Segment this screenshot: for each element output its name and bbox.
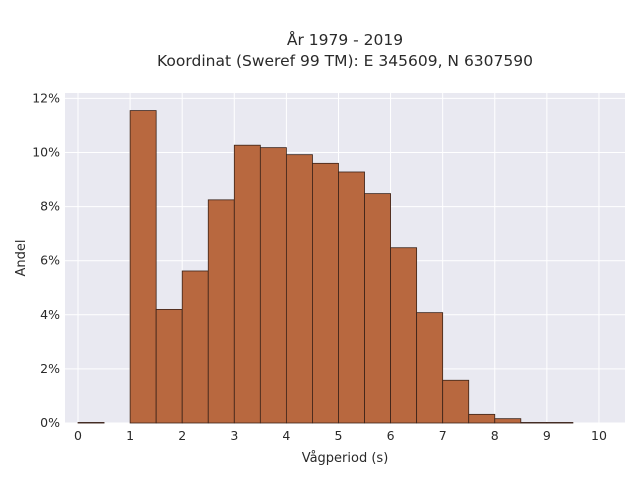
x-tick-label: 6	[387, 428, 395, 443]
x-tick-label: 1	[126, 428, 134, 443]
histogram-bar	[390, 247, 418, 424]
histogram-bar	[259, 147, 287, 424]
histogram-bar	[155, 308, 183, 424]
y-axis-label: Andel	[14, 240, 29, 277]
histogram-bar	[416, 312, 444, 424]
x-tick-label: 3	[230, 428, 238, 443]
histogram-bar	[312, 162, 339, 424]
histogram-bar	[546, 422, 574, 424]
histogram-bar	[494, 418, 522, 424]
x-tick-label: 5	[335, 428, 343, 443]
histogram-bar	[338, 171, 365, 424]
y-tick-label: 2%	[40, 361, 60, 376]
x-tick-label: 4	[282, 428, 290, 443]
histogram-bar	[520, 422, 548, 424]
chart-title-line-2: Koordinat (Sweref 99 TM): E 345609, N 63…	[157, 52, 533, 70]
y-tick-label: 6%	[40, 253, 60, 268]
histogram-bar	[442, 379, 470, 424]
y-tick-label: 0%	[40, 415, 60, 430]
y-tick-label: 4%	[40, 307, 60, 322]
histogram-bars	[77, 110, 574, 424]
x-axis-label: Vågperiod (s)	[302, 451, 389, 466]
histogram-bar	[181, 270, 209, 424]
x-tick-label: 7	[439, 428, 447, 443]
y-tick-label: 12%	[32, 90, 60, 105]
histogram-bar	[468, 413, 496, 424]
histogram-bar	[285, 154, 313, 424]
x-tick-label: 8	[491, 428, 499, 443]
x-tick-label: 10	[591, 428, 607, 443]
x-tick-label: 9	[543, 428, 551, 443]
y-tick-label: 8%	[40, 199, 60, 214]
histogram-bar	[233, 144, 261, 424]
x-axis-ticks: 0 1 2 3 4 5 6 7 8 9 10	[74, 428, 607, 443]
x-tick-label: 0	[74, 428, 82, 443]
histogram-bar	[207, 199, 235, 424]
y-tick-label: 10%	[32, 145, 60, 160]
chart-title-line-1: År 1979 - 2019	[287, 30, 403, 49]
x-tick-label: 2	[178, 428, 186, 443]
histogram-bar	[129, 110, 157, 424]
histogram-bar	[364, 193, 391, 424]
y-axis-ticks: 0% 2% 4% 6% 8% 10% 12%	[32, 90, 60, 430]
histogram-bar	[77, 422, 105, 424]
